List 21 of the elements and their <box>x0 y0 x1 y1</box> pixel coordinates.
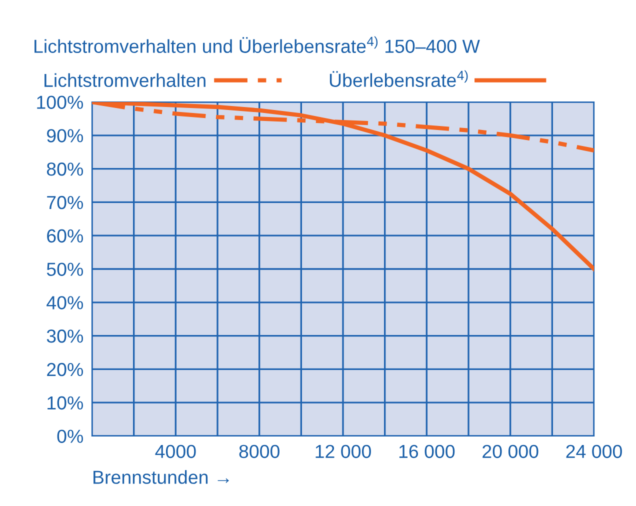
y-tick-label: 100% <box>37 96 83 109</box>
y-tick-label: 50% <box>46 262 83 276</box>
y-tick-label: 10% <box>48 396 83 410</box>
y-tick-label: 0% <box>57 430 83 443</box>
y-tick-label: 30% <box>46 330 83 343</box>
x-tick-label: 16 000 <box>399 444 455 458</box>
y-tick-label: 40% <box>46 296 83 310</box>
y-tick-label: 70% <box>47 196 83 210</box>
y-tick-label: 20% <box>47 362 83 376</box>
y-tick-label: 90% <box>47 129 83 142</box>
x-tick-label: 8000 <box>239 444 280 458</box>
x-tick-label: 20 000 <box>482 444 538 458</box>
legend-label: Überlebensrate$^{4)}$ <box>330 70 468 87</box>
legend-label: Lichtstromverhalten <box>44 73 206 88</box>
x-axis-title: Brennstunden → <box>94 470 229 484</box>
x-tick-label: 12 000 <box>316 444 371 458</box>
x-tick-label: 24 000 <box>566 444 622 458</box>
y-tick-label: 80% <box>46 162 83 176</box>
chart-title: Lichtstromverhalten und Überlebensrate$^{4)}$ 150–400 W <box>34 36 480 53</box>
x-tick-label: 4000 <box>155 444 196 458</box>
y-tick-label: 60% <box>47 229 83 243</box>
